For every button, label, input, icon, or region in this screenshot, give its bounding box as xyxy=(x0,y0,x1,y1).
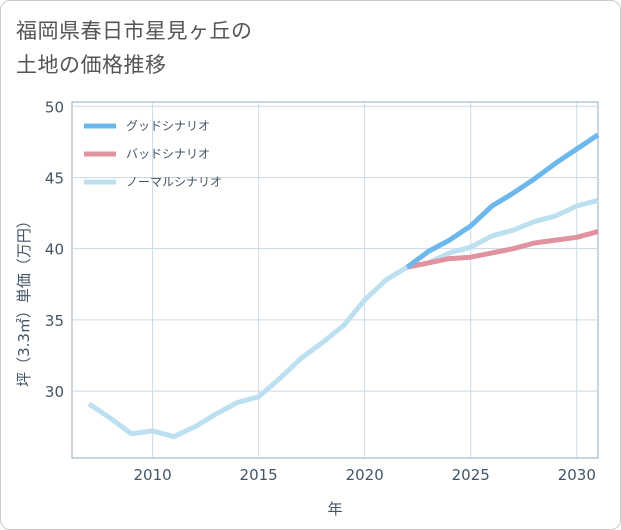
tick-labels: 2010 2015 2020 2025 2030 30 35 40 45 50 xyxy=(45,98,596,484)
legend-label-2: ノーマルシナリオ xyxy=(126,175,222,189)
y-tick-label-50: 50 xyxy=(45,98,64,116)
x-tick-label-2020: 2020 xyxy=(346,466,384,484)
x-tick-label-2010: 2010 xyxy=(134,466,172,484)
y-axis-label: 坪（3.3㎡）単価（万円） xyxy=(15,213,33,387)
series-line-0 xyxy=(405,132,600,270)
series-lines xyxy=(87,132,600,440)
legend-label-0: グッドシナリオ xyxy=(126,119,210,133)
series-line-2 xyxy=(87,197,599,440)
y-tick-label-45: 45 xyxy=(45,169,64,187)
y-tick-label-35: 35 xyxy=(45,312,64,330)
chart-title: 福岡県春日市星見ヶ丘の 土地の価格推移 xyxy=(16,19,253,77)
legend-label-1: バッドシナリオ xyxy=(126,147,210,161)
series-line-1 xyxy=(406,229,599,270)
y-tick-label-30: 30 xyxy=(45,383,64,401)
plot-area xyxy=(71,101,599,459)
x-axis-label: 年 xyxy=(327,500,342,518)
x-tick-label-2030: 2030 xyxy=(558,466,596,484)
x-tick-label-2015: 2015 xyxy=(240,466,278,484)
y-tick-label-40: 40 xyxy=(45,241,64,259)
x-tick-label-2025: 2025 xyxy=(452,466,490,484)
